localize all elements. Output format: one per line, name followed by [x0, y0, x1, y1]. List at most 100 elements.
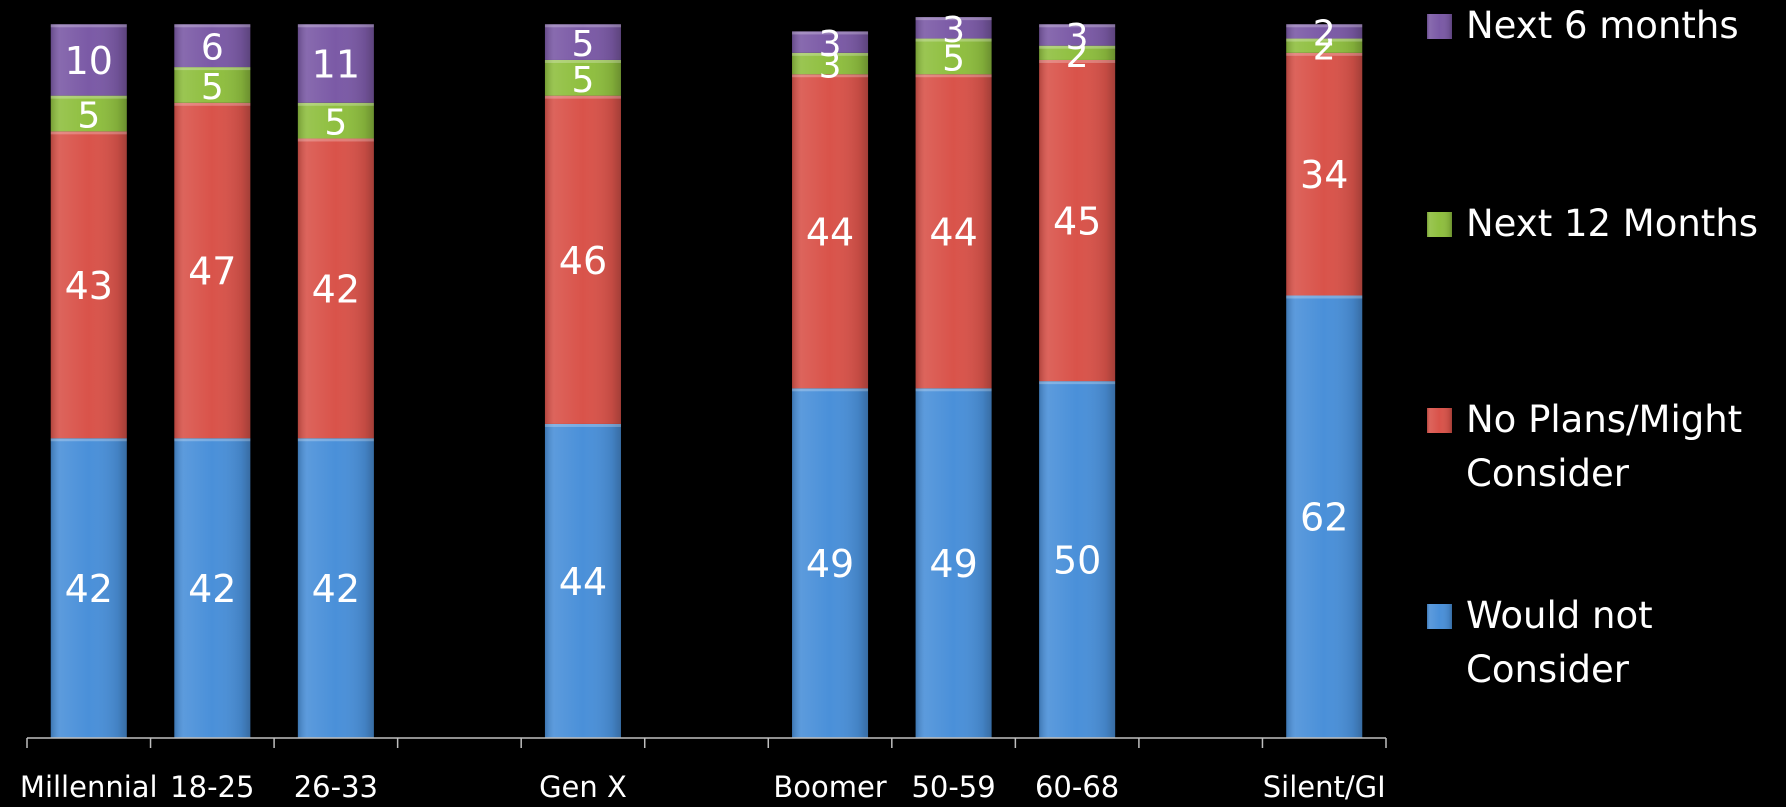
- x-tick-label: 18-25: [170, 770, 254, 804]
- bar-18-25-next-12-months-bevel: [174, 67, 251, 71]
- bar-boomer-next-12-months-shading: [792, 52, 869, 75]
- bar-18-25-no-plans-might-consider-shading: [174, 102, 251, 439]
- bar-gen-x-next-6-months-shading: [544, 24, 621, 60]
- data-label: 42: [312, 567, 360, 611]
- bar-millennial-next-12-months-bevel: [50, 95, 127, 99]
- bar-50-59-next-12-months-bevel: [915, 38, 992, 42]
- data-label: 5: [572, 60, 595, 101]
- bar-silent-gi-next-12-months-bevel: [1286, 38, 1363, 42]
- bar-millennial-next-12-months-shading: [50, 95, 127, 132]
- bar-60-68-no-plans-might-consider-shading: [1039, 59, 1116, 382]
- bar-26-33-next-12-months-shading: [297, 102, 374, 139]
- data-label: 46: [559, 239, 607, 283]
- data-label: 2: [1313, 13, 1336, 54]
- data-label: 50: [1053, 539, 1101, 583]
- data-label: 11: [312, 43, 360, 87]
- bar-50-59-next-6-months-shading: [915, 17, 992, 39]
- bar-silent-gi-would-not-consider-bevel: [1286, 295, 1363, 299]
- x-tick-label: 50-59: [911, 770, 995, 804]
- data-label: 3: [942, 10, 965, 51]
- bar-60-68-would-not-consider-bevel: [1039, 381, 1116, 385]
- bar-silent-gi-no-plans-might-consider-bevel: [1286, 52, 1363, 56]
- bar-50-59-next-12-months-shading: [915, 38, 992, 75]
- bar-50-59-would-not-consider-bevel: [915, 388, 992, 392]
- legend-swatch-shading: [1427, 604, 1452, 629]
- data-label: 49: [806, 542, 854, 586]
- x-tick-label: Boomer: [773, 770, 886, 804]
- bar-silent-gi-next-12-months-shading: [1286, 38, 1363, 53]
- bar-18-25-no-plans-might-consider-bevel: [174, 102, 251, 106]
- bar-50-59-next-6-months-bevel: [915, 17, 992, 21]
- x-tick-label: 26-33: [294, 770, 378, 804]
- bar-18-25-next-12-months-shading: [174, 67, 251, 103]
- bar-millennial-no-plans-might-consider-shading: [50, 131, 127, 439]
- bar-26-33-next-6-months-shading: [297, 24, 374, 103]
- bar-gen-x-next-12-months-bevel: [544, 59, 621, 63]
- legend-label-no-plans-might-consider: No Plans/Might Consider: [1466, 398, 1742, 495]
- bar-18-25-next-6-months-shading: [174, 24, 251, 68]
- bar-gen-x-next-6-months-bevel: [544, 24, 621, 28]
- legend-label-would-not-consider: Would not Consider: [1466, 594, 1653, 691]
- bar-18-25-next-6-months-bevel: [174, 24, 251, 28]
- bar-60-68-no-plans-might-consider-bevel: [1039, 59, 1116, 63]
- data-label: 42: [188, 567, 236, 611]
- bar-50-59-no-plans-might-consider-bevel: [915, 74, 992, 78]
- data-label: 10: [65, 39, 113, 83]
- x-tick-label: Gen X: [539, 770, 627, 804]
- legend-swatch-shading: [1427, 212, 1452, 237]
- bar-gen-x-would-not-consider-bevel: [544, 423, 621, 427]
- bar-18-25-would-not-consider-shading: [174, 438, 251, 738]
- bar-18-25-would-not-consider-bevel: [174, 438, 251, 442]
- data-label: 62: [1300, 496, 1348, 540]
- data-label: 5: [324, 103, 347, 144]
- bar-60-68-next-12-months-shading: [1039, 45, 1116, 60]
- bar-boomer-no-plans-might-consider-bevel: [792, 74, 869, 78]
- data-label: 44: [806, 210, 854, 254]
- bar-millennial-would-not-consider-shading: [50, 438, 127, 738]
- data-label: 5: [77, 95, 100, 136]
- bar-boomer-next-12-months-bevel: [792, 52, 869, 56]
- data-label: 34: [1300, 153, 1348, 197]
- bar-boomer-no-plans-might-consider-shading: [792, 74, 869, 389]
- bar-60-68-next-6-months-shading: [1039, 24, 1116, 46]
- bar-millennial-would-not-consider-bevel: [50, 438, 127, 442]
- bar-silent-gi-would-not-consider-shading: [1286, 295, 1363, 738]
- bar-gen-x-no-plans-might-consider-bevel: [544, 95, 621, 99]
- bar-millennial-next-6-months-bevel: [50, 24, 127, 28]
- bar-millennial-next-6-months-shading: [50, 24, 127, 96]
- data-label: 6: [201, 28, 224, 69]
- data-label: 47: [188, 250, 236, 294]
- data-label: 5: [201, 67, 224, 108]
- x-tick-label: Millennial: [20, 770, 158, 804]
- bar-26-33-would-not-consider-bevel: [297, 438, 374, 442]
- bar-60-68-next-12-months-bevel: [1039, 45, 1116, 49]
- bar-silent-gi-next-6-months-bevel: [1286, 24, 1363, 28]
- x-tick-label: 60-68: [1035, 770, 1119, 804]
- x-tick-label: Silent/GI: [1263, 770, 1386, 804]
- data-label: 5: [942, 38, 965, 79]
- data-label: 3: [1066, 17, 1089, 58]
- data-label: 3: [819, 46, 842, 87]
- bar-50-59-would-not-consider-shading: [915, 388, 992, 738]
- data-label: 3: [819, 24, 842, 65]
- bar-silent-gi-next-6-months-shading: [1286, 24, 1363, 39]
- bar-boomer-next-6-months-bevel: [792, 31, 869, 35]
- legend-swatch-shading: [1427, 14, 1452, 39]
- legend-swatch-shading: [1427, 408, 1452, 433]
- bar-26-33-no-plans-might-consider-shading: [297, 138, 374, 439]
- bar-60-68-would-not-consider-shading: [1039, 381, 1116, 738]
- bar-gen-x-next-12-months-shading: [544, 59, 621, 96]
- legend-label-next-6-months: Next 6 months: [1466, 4, 1739, 47]
- data-label: 44: [559, 560, 607, 604]
- bar-26-33-next-12-months-bevel: [297, 102, 374, 106]
- bar-60-68-next-6-months-bevel: [1039, 24, 1116, 28]
- bar-boomer-would-not-consider-bevel: [792, 388, 869, 392]
- data-label: 5: [572, 24, 595, 65]
- data-label: 42: [65, 567, 113, 611]
- bar-26-33-would-not-consider-shading: [297, 438, 374, 738]
- data-label: 42: [312, 267, 360, 311]
- bar-26-33-next-6-months-bevel: [297, 24, 374, 28]
- data-label: 44: [929, 210, 977, 254]
- legend-label-next-12-months: Next 12 Months: [1466, 202, 1758, 245]
